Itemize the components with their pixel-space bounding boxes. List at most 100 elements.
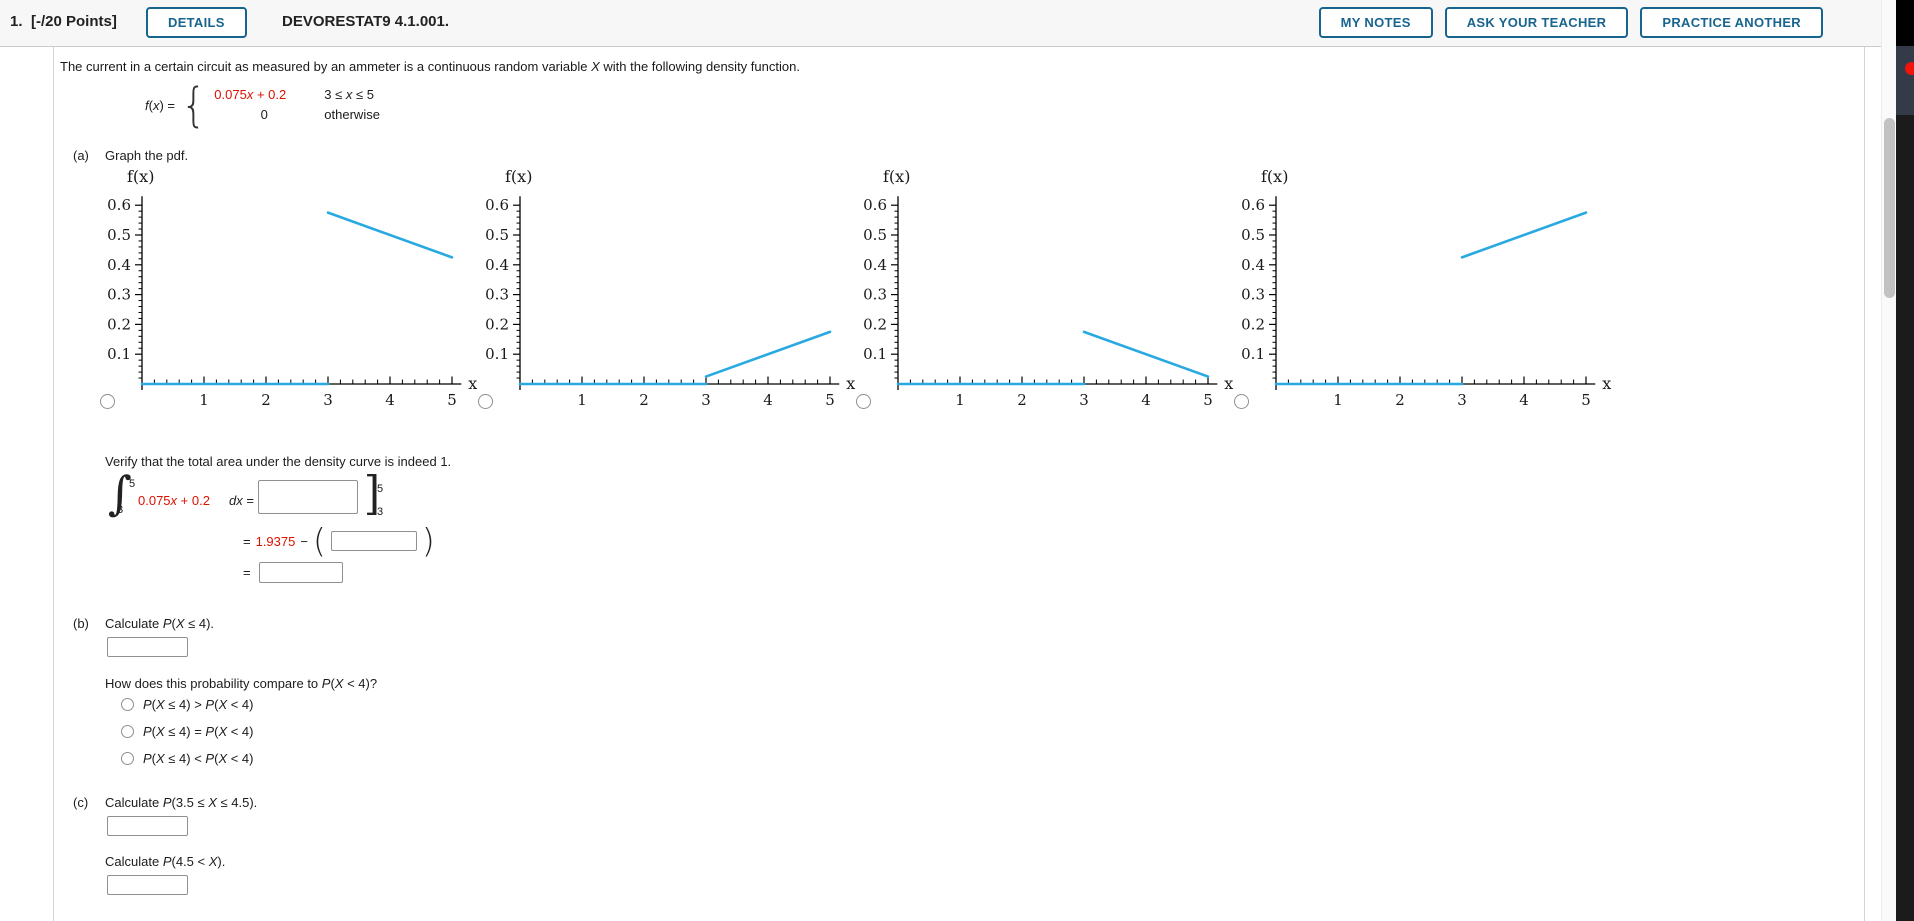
svg-text:1: 1 [199,391,209,409]
svg-text:0.3: 0.3 [485,286,509,304]
part-c-prompt-2-math: P(4.5 < X). [162,854,226,869]
svg-text:f(x): f(x) [883,167,910,186]
bracket-upper-limit: 5 [377,483,384,495]
dx-equals: dx = [229,493,254,508]
integral-sign: ∫ [108,466,132,520]
pdf-plot-d: 1 2 3 4 5 0.1 0.2 0.3 0.4 0.5 0.6 f(x) x [1241,167,1611,409]
svg-text:0.1: 0.1 [107,345,131,363]
graph-option-a-radio[interactable] [100,394,115,409]
equals-sign-3: = [243,564,251,580]
problem-statement: The current in a certain circuit as meas… [60,59,800,74]
compare-option-row-1: P(X ≤ 4) > P(X < 4) [121,697,253,712]
pdf-plot-c: 1 2 3 4 5 0.1 0.2 0.3 0.4 0.5 0.6 f(x) x [863,167,1233,409]
svg-text:5: 5 [825,391,835,409]
page-scrollbar-track[interactable] [1881,0,1896,921]
problem-statement-text: The current in a certain circuit as meas… [60,59,592,74]
integral-lower-limit: 3 [117,504,124,516]
compare-option-2-radio[interactable] [121,725,134,738]
svg-text:0.5: 0.5 [485,226,509,244]
question-header-bar: 1. [-/20 Points] DETAILS DEVORESTAT9 4.1… [0,0,1881,47]
close-paren: ) [421,521,435,560]
svg-text:0.4: 0.4 [107,256,131,274]
details-button[interactable]: DETAILS [146,7,247,38]
svg-text:x: x [846,374,855,393]
svg-text:4: 4 [763,391,773,409]
part-c-prompt-1-math: P(3.5 ≤ X ≤ 4.5). [162,795,258,810]
evaluation-bracket: ] [363,466,381,520]
svg-text:3: 3 [701,391,711,409]
svg-text:0.4: 0.4 [485,256,509,274]
part-c-prompt-2: Calculate P(4.5 < X). [105,854,225,869]
lower-eval-input[interactable] [330,531,417,551]
svg-text:0.3: 0.3 [1241,286,1265,304]
graph-option-b-radio[interactable] [478,394,493,409]
svg-text:0.6: 0.6 [1241,196,1265,214]
compare-option-1-label: P(X ≤ 4) > P(X < 4) [143,697,254,712]
part-b-probability-input[interactable] [107,637,188,657]
svg-text:f(x): f(x) [127,167,154,186]
adjacent-window-toolbar [1896,46,1914,115]
svg-text:4: 4 [385,391,395,409]
equals-sign-2: = [243,533,251,549]
svg-text:0.6: 0.6 [863,196,887,214]
pdf-graph-option-b: 1 2 3 4 5 0.1 0.2 0.3 0.4 0.5 0.6 f(x) x [472,158,860,420]
svg-text:0.6: 0.6 [485,196,509,214]
part-c-prompt-1-prefix: Calculate [105,795,163,810]
bracket-lower-limit: 3 [377,506,384,518]
part-b-prompt: Calculate P(X ≤ 4). [105,616,214,631]
svg-text:0.1: 0.1 [863,345,887,363]
compare-question-math: P(X < 4)? [321,676,378,691]
points-label: [-/20 Points] [31,13,117,30]
part-c-probability-input-1[interactable] [107,816,188,836]
part-a-label: (a) [73,148,89,163]
ask-your-teacher-button[interactable]: ASK YOUR TEACHER [1444,7,1629,38]
svg-text:0.5: 0.5 [863,226,887,244]
svg-text:0.1: 0.1 [1241,345,1265,363]
record-indicator-icon [1905,62,1914,75]
practice-another-button[interactable]: PRACTICE ANOTHER [1640,7,1823,38]
graph-option-d-radio[interactable] [1234,394,1249,409]
pdf-graph-option-d: 1 2 3 4 5 0.1 0.2 0.3 0.4 0.5 0.6 f(x) x [1228,158,1616,420]
svg-text:0.2: 0.2 [107,315,131,333]
svg-text:4: 4 [1141,391,1151,409]
part-c-probability-input-2[interactable] [107,875,188,895]
part-c-label: (c) [73,795,89,810]
pdf-graph-option-c: 1 2 3 4 5 0.1 0.2 0.3 0.4 0.5 0.6 f(x) x [850,158,1238,420]
random-variable-symbol: X [591,59,600,74]
svg-text:2: 2 [1395,391,1405,409]
header-actions: MY NOTES ASK YOUR TEACHER PRACTICE ANOTH… [1318,7,1823,38]
compare-option-row-3: P(X ≤ 4) < P(X < 4) [121,751,253,766]
svg-text:0.5: 0.5 [107,226,131,244]
pdf-graph-option-a: 1 2 3 4 5 0.1 0.2 0.3 0.4 0.5 0.6 f(x) x [94,158,482,420]
page-scrollbar-thumb[interactable] [1884,118,1895,298]
compare-option-3-radio[interactable] [121,752,134,765]
evaluation-line-2: = 1.9375 − ( ) [243,524,435,558]
svg-text:4: 4 [1519,391,1529,409]
compare-question-prefix: How does this probability compare to [105,676,322,691]
svg-text:1: 1 [1333,391,1343,409]
svg-text:1: 1 [955,391,965,409]
antiderivative-input[interactable] [258,480,358,514]
pdf-plot-a: 1 2 3 4 5 0.1 0.2 0.3 0.4 0.5 0.6 f(x) x [107,167,477,409]
compare-option-row-2: P(X ≤ 4) = P(X < 4) [121,724,253,739]
content-left-border [53,47,54,921]
part-b-prompt-prefix: Calculate [105,616,163,631]
svg-text:0.3: 0.3 [863,286,887,304]
svg-text:5: 5 [1203,391,1213,409]
my-notes-button[interactable]: MY NOTES [1318,7,1433,38]
compare-option-1-radio[interactable] [121,698,134,711]
total-area-input[interactable] [258,561,343,583]
integrand-expression: 0.075x + 0.2 [138,493,210,508]
svg-text:0.4: 0.4 [863,256,887,274]
evaluation-line-3: = [243,560,343,584]
open-paren: ( [312,521,326,560]
pdf-expression: 0.075x + 0.2 [214,87,287,102]
pdf-zero-expression: 0 [260,107,268,122]
verify-area-text: Verify that the total area under the den… [105,454,452,469]
svg-text:0.6: 0.6 [107,196,131,214]
svg-text:5: 5 [447,391,457,409]
svg-text:f(x): f(x) [1261,167,1288,186]
assignment-code: DEVORESTAT9 4.1.001. [282,13,450,30]
part-c-prompt-2-prefix: Calculate [105,854,163,869]
graph-option-c-radio[interactable] [856,394,871,409]
